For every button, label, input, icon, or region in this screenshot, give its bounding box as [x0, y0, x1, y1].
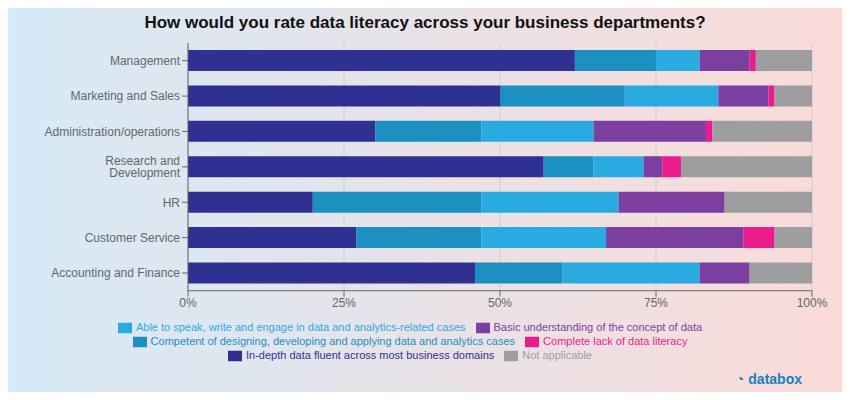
svg-text:100%: 100%	[797, 296, 828, 310]
html-text:◔ databox: ◔ databox	[735, 371, 802, 387]
svg-text:HR: HR	[163, 196, 181, 210]
svg-text:25%: 25%	[332, 296, 356, 310]
html-text:Able to speak, write and engag: Able to speak, write and engage in data …	[135, 320, 466, 333]
html-text:In-depth data fluent across mo: In-depth data fluent across most busines…	[246, 348, 495, 361]
svg-text:Administration/operations: Administration/operations	[45, 125, 180, 139]
svg-text:Marketing and Sales: Marketing and Sales	[71, 89, 180, 103]
svg-text:Customer Service: Customer Service	[85, 231, 181, 245]
svg-text:50%: 50%	[488, 296, 512, 310]
svg-text:Research andDevelopment: Research andDevelopment	[105, 154, 180, 180]
html-text:How would you rate data litera: How would you rate data literacy across …	[144, 13, 706, 32]
svg-text:Management: Management	[110, 54, 181, 68]
html-text:Basic understanding of the con: Basic understanding of the concept of da…	[493, 320, 703, 333]
svg-text:0%: 0%	[179, 296, 197, 310]
html-text:Complete lack of data literacy: Complete lack of data literacy	[543, 334, 688, 347]
svg-text:75%: 75%	[644, 296, 668, 310]
html-text:Not applicable: Not applicable	[522, 348, 592, 361]
svg-text:Accounting and Finance: Accounting and Finance	[51, 266, 180, 280]
html-text:Competent of designing, develo: Competent of designing, developing and a…	[150, 334, 516, 347]
